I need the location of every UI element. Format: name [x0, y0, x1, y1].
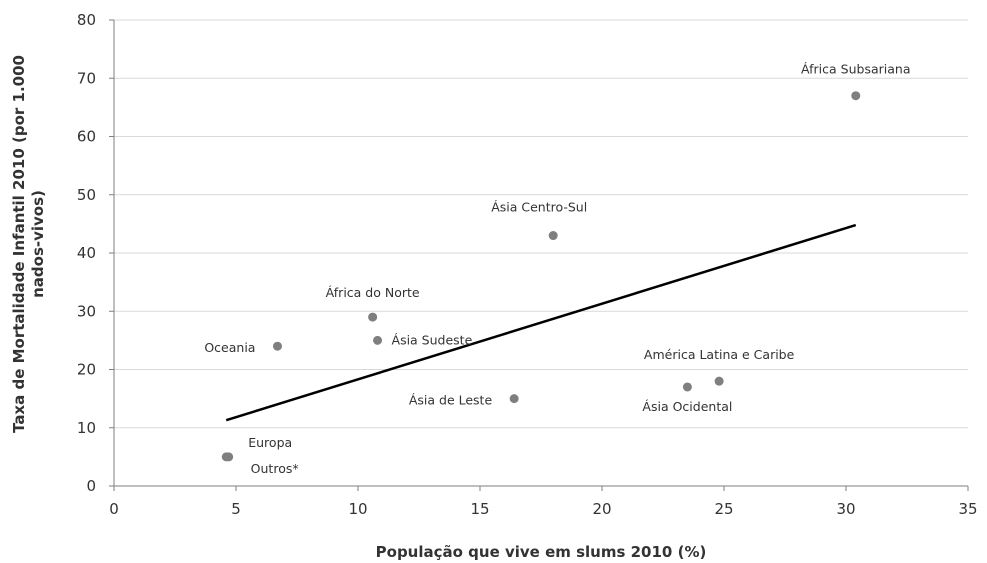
x-axis-title: População que vive em slums 2010 (%): [376, 543, 707, 561]
data-point: [373, 335, 383, 345]
x-tick-label: 35: [958, 500, 977, 518]
point-label: Ásia Sudeste: [392, 332, 473, 347]
y-tick-label: 40: [77, 244, 96, 262]
data-point: [224, 452, 234, 462]
y-axis-title-line1: Taxa de Mortalidade Infantil 2010 (por 1…: [10, 55, 28, 433]
y-tick-label: 20: [77, 361, 96, 379]
tick-labels: 0 10 20 30 40 50 60 70 80 0 5 10 15 20 25 30 35: [77, 11, 978, 518]
y-tick-label: 10: [77, 419, 96, 437]
y-tick-label: 30: [77, 302, 96, 320]
data-point: [714, 376, 724, 386]
point-label: América Latina e Caribe: [644, 347, 795, 362]
data-points: [221, 91, 861, 462]
y-tick-label: 80: [77, 11, 96, 29]
point-labels: África Subsariana Ásia Centro-Sul África d…: [204, 62, 910, 476]
data-point: [272, 341, 282, 351]
point-label: Outros*: [251, 461, 299, 476]
x-tick-label: 15: [470, 500, 489, 518]
y-tick-label: 70: [77, 69, 96, 87]
x-tick-label: 25: [714, 500, 733, 518]
point-label: Ásia de Leste: [409, 393, 493, 408]
y-axis-title-line2: nados-vivos): [29, 190, 47, 298]
point-label: Europa: [248, 435, 292, 450]
data-point: [851, 91, 861, 101]
y-tick-label: 50: [77, 186, 96, 204]
data-point: [509, 394, 519, 404]
point-label: Oceania: [204, 340, 255, 355]
point-label: Ásia Ocidental: [642, 399, 732, 414]
point-label: Ásia Centro-Sul: [491, 200, 587, 215]
data-point: [548, 231, 558, 241]
point-label: África do Norte: [326, 285, 420, 300]
trendline-path: [225, 223, 857, 422]
x-tick-label: 10: [348, 500, 367, 518]
trendline: [225, 223, 857, 422]
x-tick-label: 20: [592, 500, 611, 518]
y-axis-title: Taxa de Mortalidade Infantil 2010 (por 1…: [10, 55, 47, 433]
axes: [109, 19, 969, 491]
grid-lines: [114, 19, 968, 429]
point-label: África Subsariana: [801, 62, 910, 77]
y-tick-label: 60: [77, 128, 96, 146]
x-tick-label: 30: [836, 500, 855, 518]
data-point: [682, 382, 692, 392]
data-point: [368, 312, 378, 322]
x-tick-label: 5: [231, 500, 241, 518]
x-tick-label: 0: [109, 500, 119, 518]
y-tick-label: 0: [86, 477, 96, 495]
